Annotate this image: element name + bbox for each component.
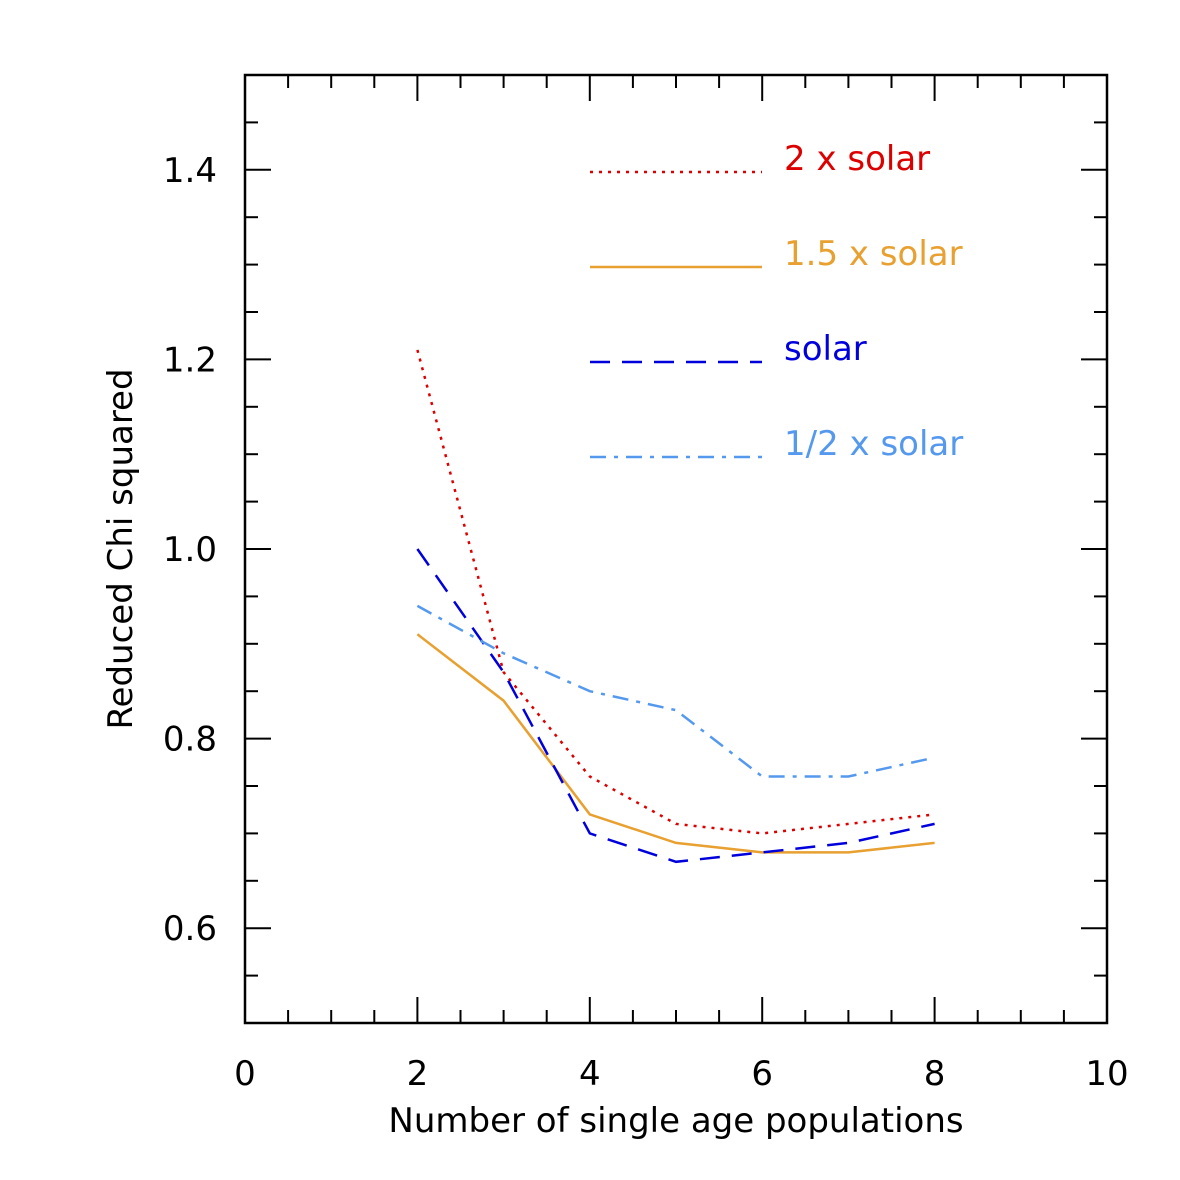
x-tick-label: 4 [579, 1054, 601, 1094]
y-axis-title: Reduced Chi squared [101, 368, 141, 729]
x-tick-label: 0 [234, 1054, 256, 1094]
x-tick-label: 8 [924, 1054, 946, 1094]
series-line-0 [416, 349, 935, 835]
series-line-3 [416, 604, 935, 778]
x-axis-title: Number of single age populations [388, 1101, 963, 1141]
legend: 2 x solar 1.5 x solar solar 1/2 x solar [590, 139, 963, 464]
y-tick-label: 0.6 [163, 909, 217, 949]
plot-frame [243, 73, 1109, 1025]
y-tick-label: 1.2 [163, 340, 217, 380]
y-tick-label: 1.0 [163, 530, 217, 570]
tick-labels: 0 2 4 6 8 10 0.6 0.8 1.0 1.2 1.4 [163, 151, 1129, 1094]
y-tick-label: 0.8 [163, 720, 217, 760]
y-tick-label: 1.4 [163, 151, 217, 191]
legend-label-0: 2 x solar [784, 139, 930, 179]
series-line-2 [416, 548, 935, 864]
x-tick-label: 6 [751, 1054, 773, 1094]
series-lines [416, 349, 935, 864]
legend-label-2: solar [784, 329, 867, 369]
legend-label-1: 1.5 x solar [784, 234, 963, 274]
legend-label-3: 1/2 x solar [784, 424, 963, 464]
x-tick-label: 10 [1085, 1054, 1128, 1094]
series-line-1 [416, 633, 935, 854]
x-tick-label: 2 [407, 1054, 429, 1094]
ticks [244, 74, 1108, 1024]
